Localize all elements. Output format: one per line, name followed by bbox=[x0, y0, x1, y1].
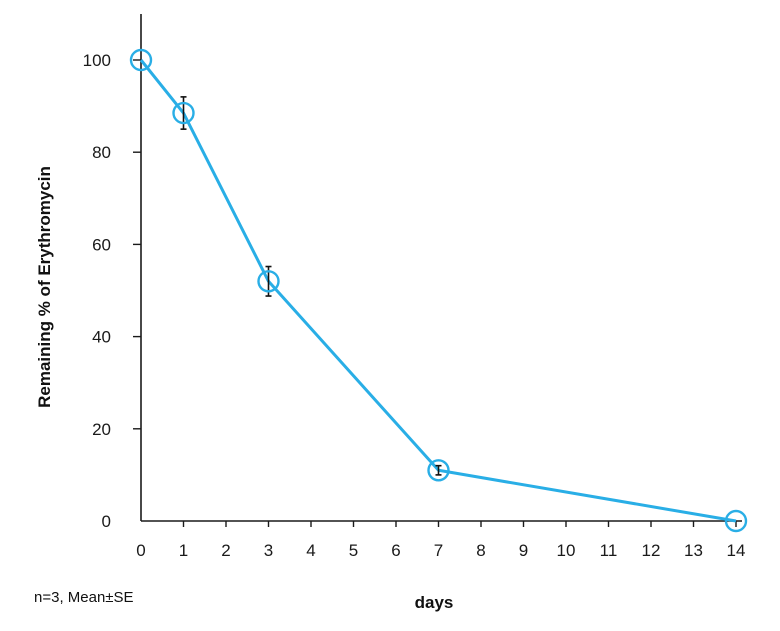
y-tick-label: 40 bbox=[92, 328, 111, 347]
stats-note: n=3, Mean±SE bbox=[34, 589, 134, 606]
x-tick-label: 6 bbox=[391, 541, 400, 560]
x-ticks: 0 1 2 3 4 5 6 7 8 9 10 11 12 13 14 bbox=[136, 521, 745, 560]
x-tick-label: 5 bbox=[349, 541, 358, 560]
x-tick-label: 11 bbox=[600, 541, 618, 560]
data-point bbox=[172, 101, 195, 125]
x-tick-label: 14 bbox=[727, 541, 746, 560]
y-tick-label: 100 bbox=[83, 51, 111, 70]
data-point bbox=[129, 48, 153, 72]
data-point bbox=[427, 459, 450, 482]
x-tick-label: 0 bbox=[136, 541, 145, 560]
x-tick-label: 7 bbox=[434, 541, 443, 560]
x-tick-label: 9 bbox=[519, 541, 528, 560]
y-axis-title: Remaining % of Erythromycin bbox=[35, 166, 54, 408]
y-tick-label: 60 bbox=[92, 235, 111, 254]
axes bbox=[140, 14, 742, 522]
y-tick-label: 0 bbox=[102, 512, 111, 531]
x-tick-label: 1 bbox=[179, 541, 188, 560]
x-axis-title: days bbox=[415, 593, 454, 612]
y-tick-label: 80 bbox=[92, 143, 111, 162]
x-tick-label: 12 bbox=[642, 541, 661, 560]
x-tick-label: 8 bbox=[476, 541, 485, 560]
x-tick-label: 13 bbox=[684, 541, 703, 560]
data-point bbox=[257, 270, 280, 293]
x-tick-label: 10 bbox=[557, 541, 576, 560]
data-point bbox=[724, 509, 748, 533]
x-tick-label: 2 bbox=[221, 541, 230, 560]
series-layer bbox=[129, 48, 748, 533]
x-tick-label: 3 bbox=[264, 541, 273, 560]
y-ticks: 0 20 40 60 80 100 bbox=[83, 51, 141, 531]
y-tick-label: 20 bbox=[92, 420, 111, 439]
series-line bbox=[139, 59, 737, 523]
x-tick-label: 4 bbox=[306, 541, 315, 560]
